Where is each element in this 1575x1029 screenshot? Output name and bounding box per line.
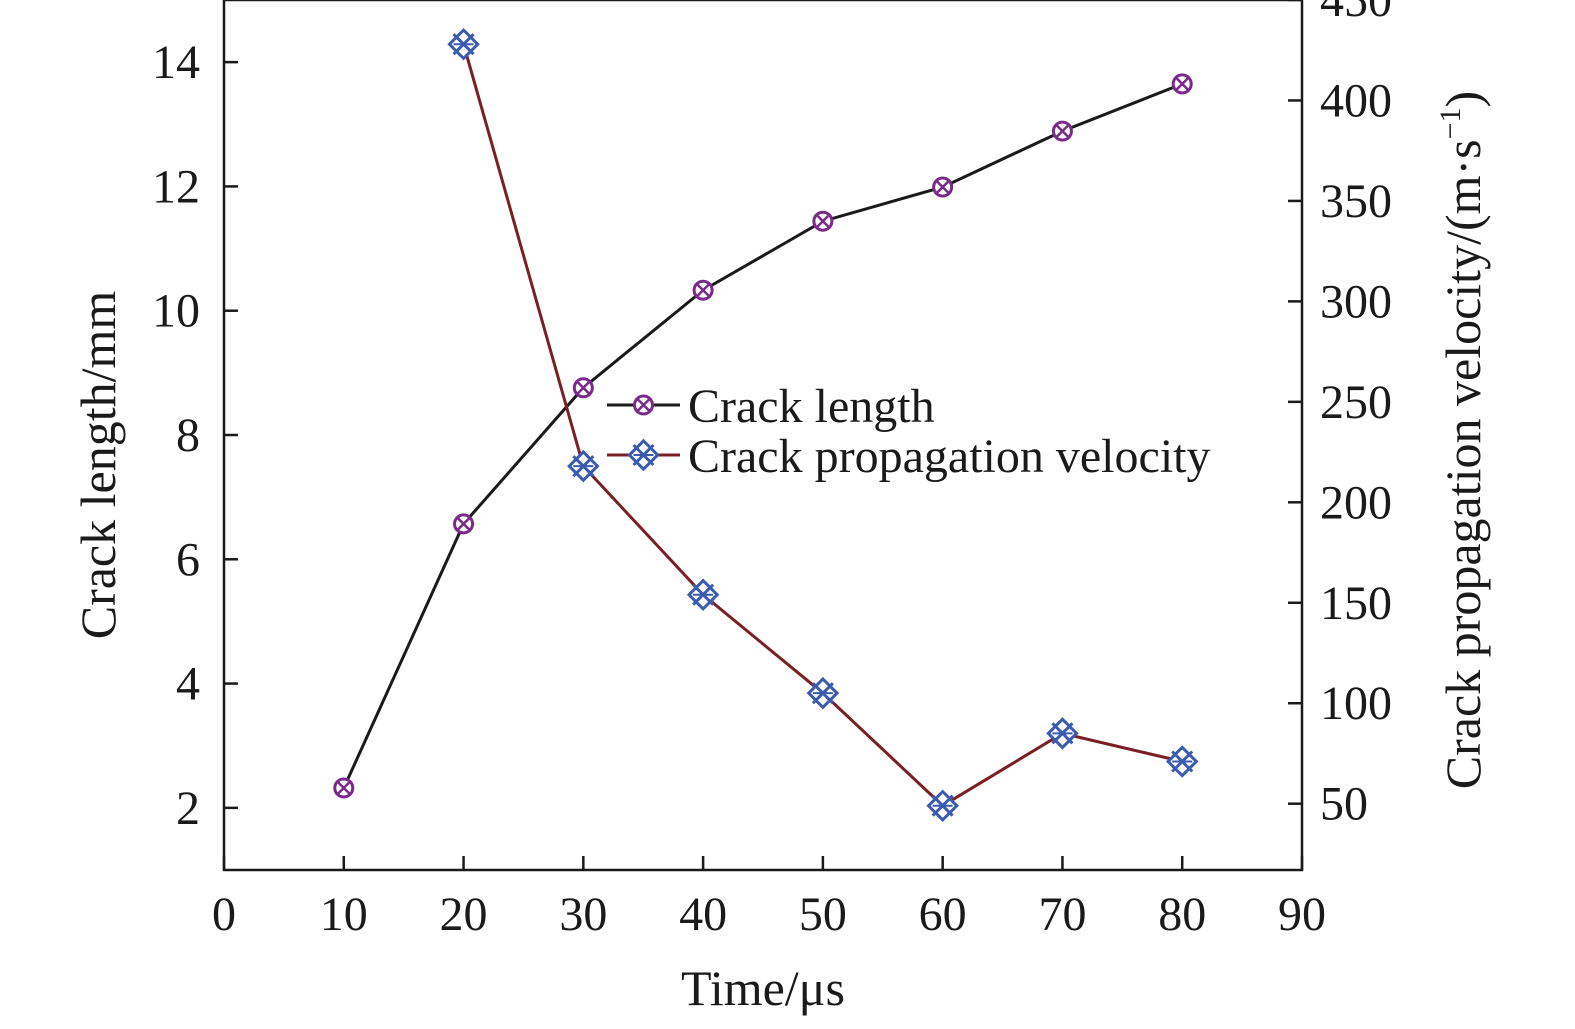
crack-length-point <box>333 777 355 799</box>
right-y-tick-label: 50 <box>1320 778 1368 831</box>
x-tick-label: 10 <box>320 888 368 941</box>
right-y-tick-label: 200 <box>1320 476 1392 529</box>
crack-velocity-point <box>567 449 600 483</box>
crack-velocity-point <box>1165 745 1199 778</box>
left-y-tick-label: 10 <box>152 285 200 338</box>
left-y-tick-label: 8 <box>176 409 200 462</box>
crack-length-point <box>932 176 954 198</box>
crack-length-point <box>692 279 714 301</box>
right-y-tick-label: 450 <box>1320 0 1392 27</box>
left-y-tick-label: 12 <box>152 160 200 213</box>
series-layer <box>333 27 1199 822</box>
right-y-tick-label: 300 <box>1320 275 1392 328</box>
right-y-axis-title-main: Crack propagation velocity/(m·s <box>1435 139 1491 789</box>
x-tick-label: 20 <box>440 888 488 941</box>
crack-length-point <box>812 210 834 232</box>
x-axis-title: Time/μs <box>681 960 845 1016</box>
x-tick-label: 90 <box>1278 888 1326 941</box>
crack-velocity-point <box>686 578 720 611</box>
x-tick-label: 60 <box>919 888 967 941</box>
x-tick-label: 40 <box>679 888 727 941</box>
legend-marker <box>633 394 654 416</box>
x-axis: 0 10 20 30 40 50 60 70 80 90 <box>212 856 1326 941</box>
right-y-tick-label: 350 <box>1320 175 1392 228</box>
x-tick-label: 50 <box>799 888 847 941</box>
right-y-axis-title: Crack propagation velocity/(m·s−1) <box>1434 91 1491 789</box>
crack-length-point <box>572 377 594 399</box>
crack-velocity-point <box>926 789 959 822</box>
x-tick-label: 70 <box>1038 888 1086 941</box>
left-y-tick-label: 4 <box>176 658 200 711</box>
crack-length-point <box>1051 120 1073 142</box>
right-y-axis-title-sup: −1 <box>1434 107 1467 139</box>
crack-velocity-point <box>1046 717 1079 750</box>
left-y-axis-title: Crack length/mm <box>70 291 126 640</box>
crack-length-point <box>453 513 475 535</box>
crack-length-line <box>342 82 1183 789</box>
left-y-tick-label: 14 <box>152 36 200 89</box>
crack-velocity-point <box>447 27 480 61</box>
right-y-tick-label: 400 <box>1320 74 1392 127</box>
left-y-axis: 2 4 6 8 10 12 14 <box>152 36 238 835</box>
left-y-tick-label: 2 <box>176 782 200 835</box>
right-y-tick-label: 150 <box>1320 577 1392 630</box>
right-y-tick-label: 250 <box>1320 376 1392 429</box>
legend-label: Crack length <box>688 380 935 433</box>
x-tick-label: 30 <box>559 888 607 941</box>
legend-label: Crack propagation velocity <box>688 430 1211 483</box>
right-y-axis-title-end: ) <box>1435 91 1491 108</box>
crack-velocity-point <box>806 676 840 710</box>
legend-marker <box>627 438 660 472</box>
left-y-tick-label: 6 <box>176 533 200 586</box>
crack-length-point <box>1171 73 1193 95</box>
x-tick-label: 0 <box>212 888 236 941</box>
right-y-axis: 50 100 150 200 250 300 350 400 450 <box>1288 0 1392 831</box>
right-y-tick-label: 100 <box>1320 677 1392 730</box>
x-tick-label: 80 <box>1158 888 1206 941</box>
